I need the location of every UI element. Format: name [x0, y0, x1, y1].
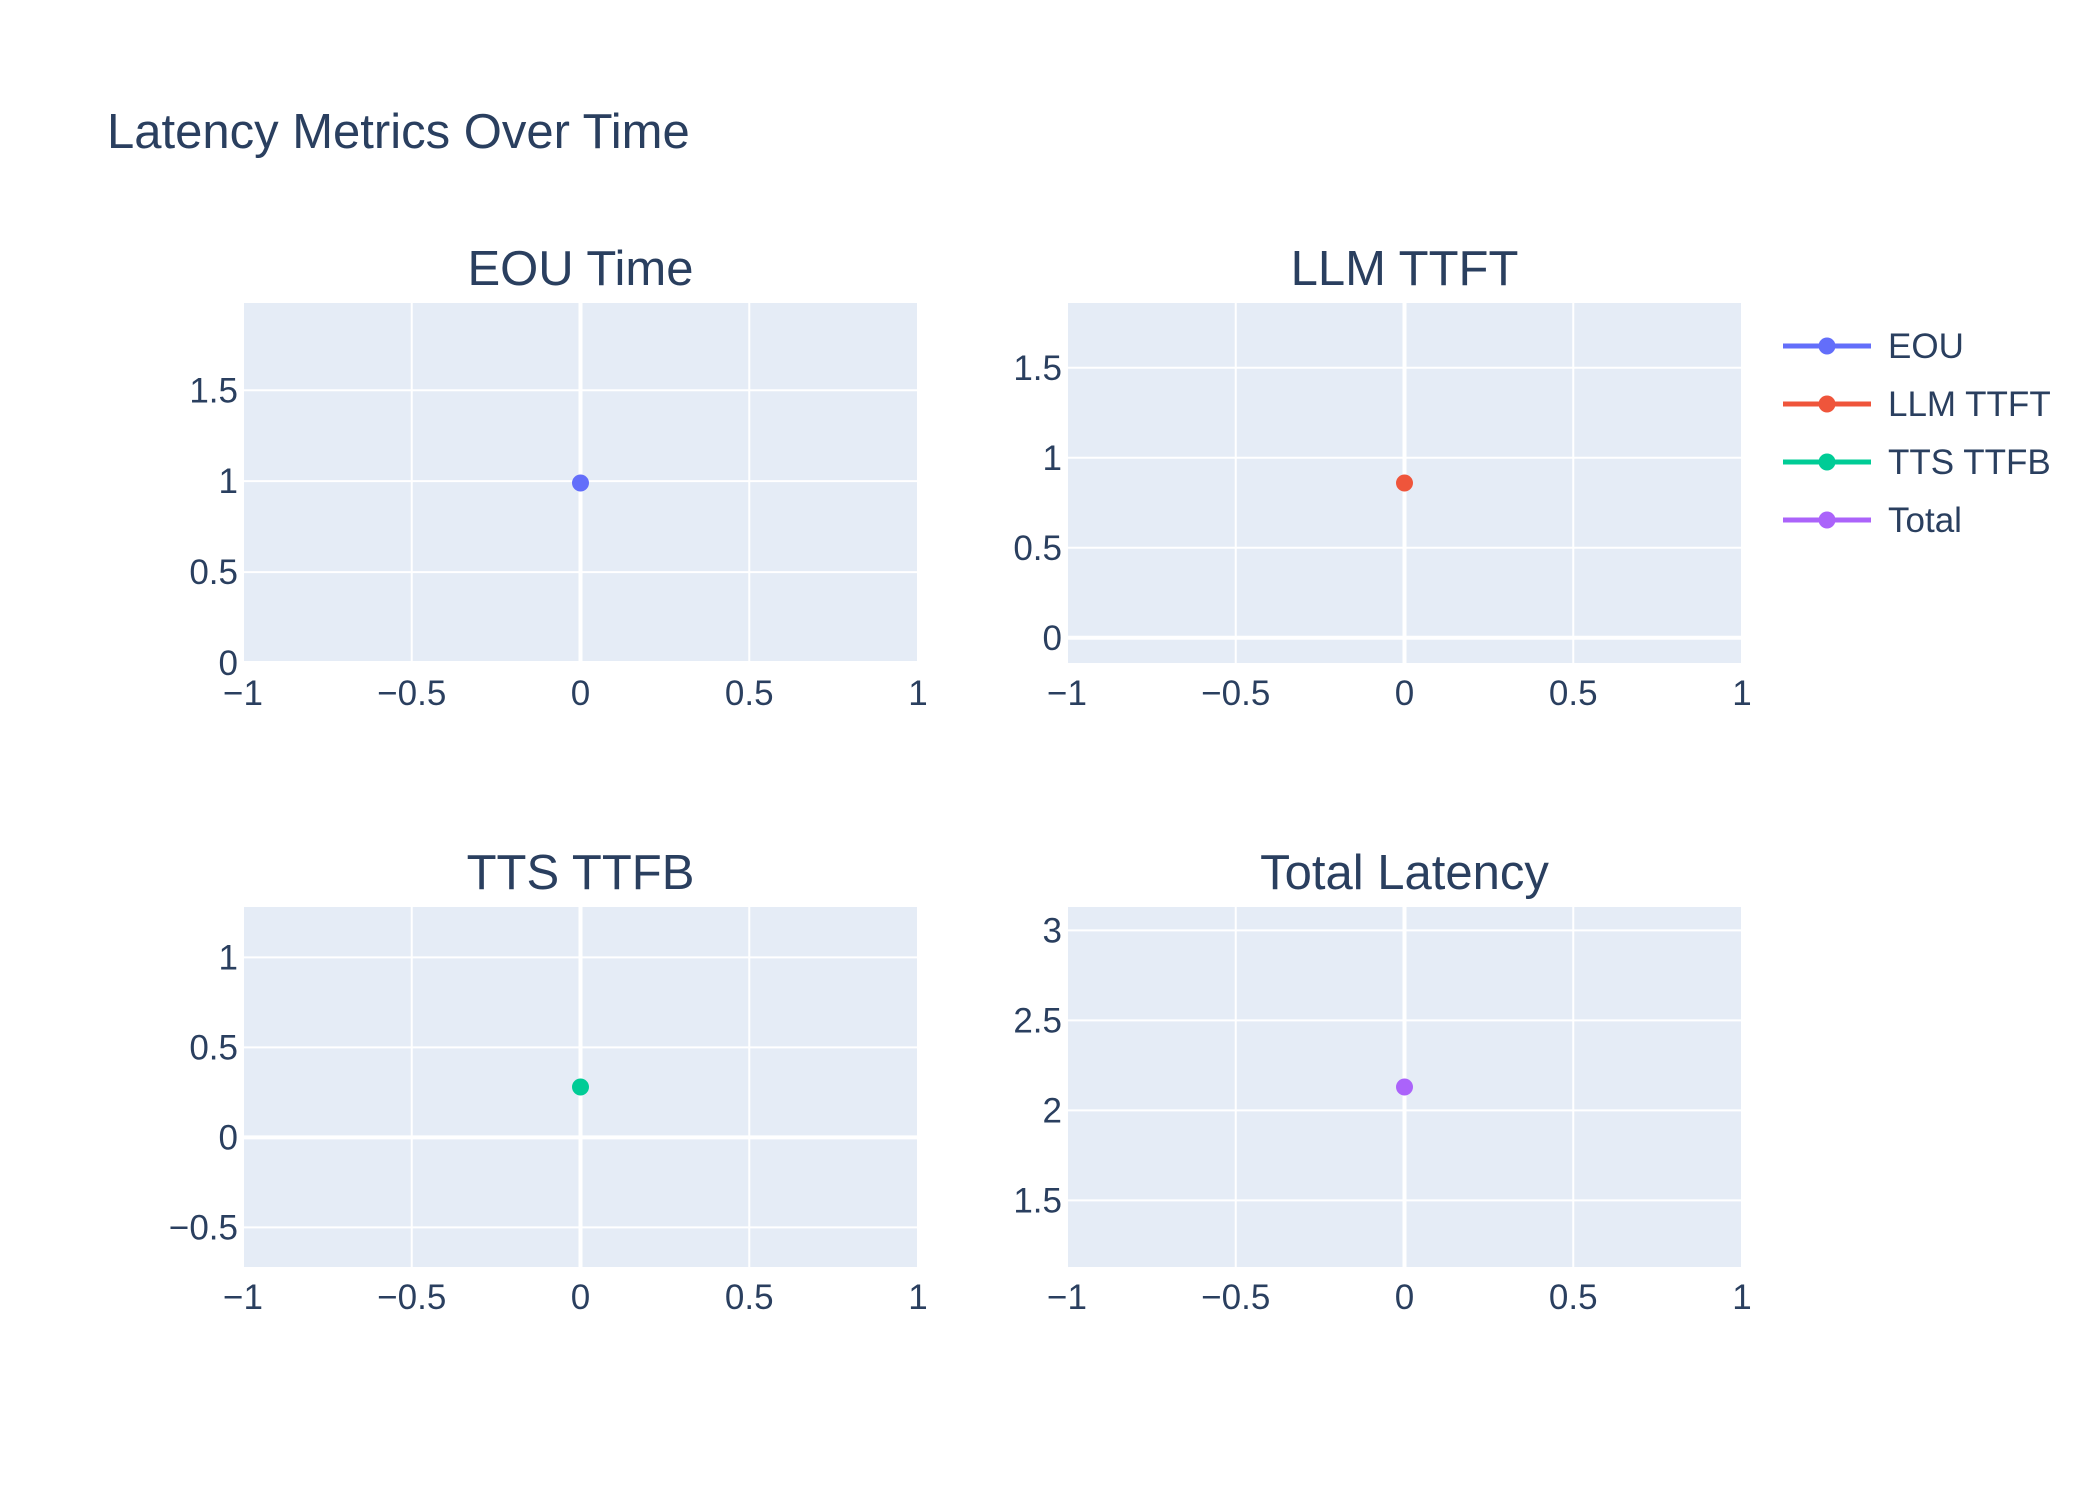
y-tick-label: 1.5 [189, 371, 238, 410]
subplot-4: −1 −0.5 0 0.5 1 1.5 2 2.5 3 Total Latency [1013, 846, 1751, 1317]
chart-title: Latency Metrics Over Time [107, 105, 690, 159]
x-tick-label: −1 [223, 674, 263, 713]
y-tick-label: 1.5 [1013, 1181, 1062, 1220]
x-tick-label: 1 [908, 1278, 927, 1317]
data-point [1396, 474, 1413, 492]
legend-label: EOU [1888, 327, 1964, 366]
x-tick-label: 0 [571, 674, 590, 713]
legend-item[interactable]: EOU [1783, 327, 1964, 366]
data-point [572, 474, 589, 492]
y-tick-label: 0 [219, 1118, 238, 1157]
subplot-title: Total Latency [1260, 846, 1549, 900]
x-tick-label: 0 [1395, 674, 1414, 713]
legend-item[interactable]: LLM TTFT [1783, 385, 2051, 424]
legend-item[interactable]: TTS TTFB [1783, 443, 2051, 482]
data-point [572, 1078, 589, 1096]
legend-label: TTS TTFB [1888, 443, 2051, 482]
x-tick-label: 1 [1732, 674, 1751, 713]
x-tick-label: 0.5 [1549, 674, 1598, 713]
legend-label: LLM TTFT [1888, 385, 2051, 424]
subplot-3: −1 −0.5 0 0.5 1 −0.5 0 0.5 1 TTS TTFB [169, 846, 928, 1317]
legend-marker-icon [1818, 453, 1836, 471]
y-tick-label: 0.5 [1013, 529, 1062, 568]
x-tick-label: 1 [1732, 1278, 1751, 1317]
legend-marker-icon [1818, 511, 1836, 529]
x-tick-label: −0.5 [377, 1278, 446, 1317]
y-tick-label: 0.5 [189, 553, 238, 592]
y-tick-label: 2.5 [1013, 1001, 1062, 1040]
x-tick-label: 1 [908, 674, 927, 713]
y-tick-label: 1 [219, 938, 238, 977]
x-tick-label: 0.5 [725, 1278, 774, 1317]
data-point [1396, 1078, 1413, 1096]
y-tick-label: 1 [1043, 439, 1062, 478]
subplot-1: −1 −0.5 0 0.5 1 0 0.5 1 1.5 EOU Time [189, 242, 927, 713]
subplot-title: TTS TTFB [467, 846, 695, 900]
x-tick-label: −1 [1047, 1278, 1087, 1317]
legend-item[interactable]: Total [1783, 501, 1962, 540]
legend-marker-icon [1818, 337, 1836, 355]
y-tick-label: 1 [219, 462, 238, 501]
legend-marker-icon [1818, 395, 1836, 413]
y-tick-label: 0 [1043, 619, 1062, 658]
y-tick-label: 3 [1043, 911, 1062, 950]
legend-label: Total [1888, 501, 1962, 540]
x-tick-label: −0.5 [1201, 674, 1270, 713]
y-tick-label: 0.5 [189, 1028, 238, 1067]
subplot-title: LLM TTFT [1291, 242, 1519, 296]
subplot-title: EOU Time [468, 242, 694, 296]
y-tick-label: 0 [219, 644, 238, 683]
x-tick-label: −1 [223, 1278, 263, 1317]
x-tick-label: −0.5 [1201, 1278, 1270, 1317]
x-tick-label: 0 [1395, 1278, 1414, 1317]
x-tick-label: 0 [571, 1278, 590, 1317]
y-tick-label: 2 [1043, 1091, 1062, 1130]
y-tick-label: 1.5 [1013, 349, 1062, 388]
x-tick-label: −1 [1047, 674, 1087, 713]
subplot-2: −1 −0.5 0 0.5 1 0 0.5 1 1.5 LLM TTFT [1013, 242, 1751, 713]
legend: EOU LLM TTFT TTS TTFB Total [1783, 327, 2051, 540]
x-tick-label: 0.5 [725, 674, 774, 713]
y-tick-label: −0.5 [169, 1208, 238, 1247]
x-tick-label: 0.5 [1549, 1278, 1598, 1317]
subplots: −1 −0.5 0 0.5 1 0 0.5 1 1.5 EOU Time −1 −0.5 0 0.5 1 0 0… [169, 242, 1752, 1317]
x-tick-label: −0.5 [377, 674, 446, 713]
